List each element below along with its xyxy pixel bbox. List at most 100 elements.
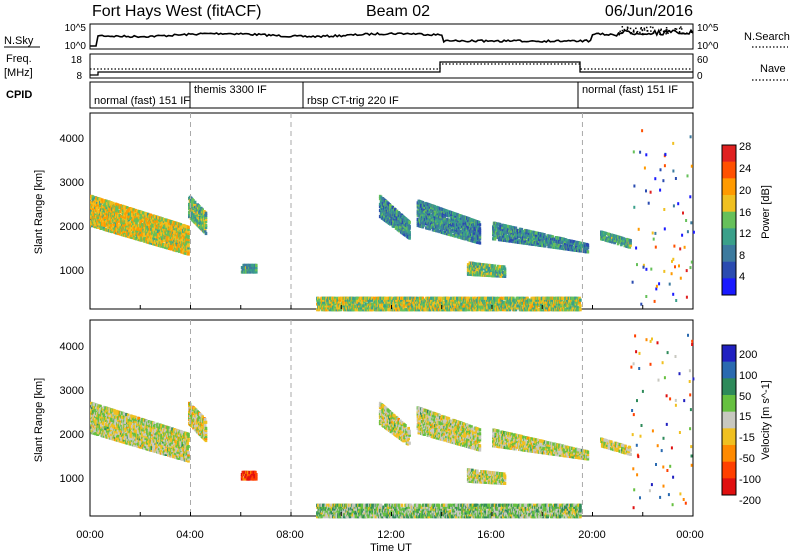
heatmap-cell — [398, 223, 401, 227]
heatmap-cell — [533, 300, 536, 304]
heatmap-cell — [470, 230, 473, 234]
nsearch-label: N.Search — [744, 31, 790, 43]
heatmap-cell — [180, 248, 183, 252]
heatmap-cell — [95, 196, 98, 200]
heatmap-cell — [455, 232, 458, 236]
heatmap-cell — [467, 308, 471, 312]
heatmap-cell — [136, 233, 140, 237]
nsearch-point — [668, 29, 671, 32]
heatmap-cell — [110, 205, 113, 209]
heatmap-cell — [157, 231, 160, 235]
heatmap-cell — [351, 302, 354, 306]
heatmap-cell — [114, 220, 117, 224]
heatmap-cell — [104, 215, 107, 219]
heatmap-cell — [473, 268, 477, 272]
heatmap-cell — [168, 223, 172, 227]
heatmap-cell — [121, 231, 125, 235]
nsearch-point — [660, 29, 662, 32]
heatmap-cell — [471, 220, 474, 224]
heatmap-cell — [415, 296, 419, 300]
heatmap-cell — [435, 223, 439, 227]
heatmap-cell — [444, 219, 447, 223]
heatmap-cell — [518, 227, 522, 231]
heatmap-cell — [389, 298, 392, 302]
heatmap-cell — [127, 212, 131, 216]
heatmap-cell — [140, 232, 143, 236]
heatmap-cell — [100, 226, 103, 230]
heatmap-cell — [579, 249, 583, 253]
heatmap-cell — [557, 298, 560, 302]
heatmap-cell — [575, 242, 579, 247]
heatmap-cell — [452, 220, 456, 224]
heatmap-cell — [117, 227, 121, 232]
heatmap-cell — [474, 296, 477, 300]
heatmap-cell — [523, 239, 527, 243]
heatmap-cell — [94, 225, 97, 229]
heatmap-cell — [554, 239, 557, 243]
heatmap-cell — [460, 234, 463, 238]
heatmap-cell — [470, 224, 473, 228]
heatmap-cell — [114, 224, 117, 229]
heatmap-cell — [570, 244, 574, 248]
heatmap-cell — [162, 217, 166, 222]
nsearch-point — [690, 31, 693, 34]
heatmap-cell — [349, 306, 353, 310]
heatmap-cell — [187, 238, 190, 242]
heatmap-cell — [608, 233, 611, 237]
heatmap-cell — [376, 306, 379, 310]
heatmap-cell — [454, 234, 457, 238]
heatmap-cell — [498, 298, 502, 302]
heatmap-cell — [472, 235, 476, 239]
heatmap-cell — [117, 223, 121, 228]
heatmap-cell — [355, 308, 359, 312]
heatmap-cell — [456, 225, 459, 229]
heatmap-cell — [112, 214, 116, 218]
heatmap-cell — [507, 296, 511, 300]
heatmap-cell — [157, 218, 161, 222]
heatmap-cell — [92, 211, 96, 215]
heatmap-cell — [99, 204, 102, 208]
heatmap-cell — [600, 233, 604, 237]
heatmap-cell — [506, 302, 509, 306]
nave-trace — [90, 63, 693, 70]
heatmap-cell — [157, 241, 160, 245]
heatmap-cell — [394, 222, 398, 226]
heatmap-cell — [193, 212, 196, 216]
heatmap-cell — [175, 227, 178, 231]
heatmap-cell — [337, 308, 341, 312]
heatmap-cell — [462, 231, 466, 235]
heatmap-cell — [175, 249, 178, 253]
heatmap-cell — [623, 244, 627, 248]
heatmap-cell — [498, 226, 502, 230]
heatmap-cell — [398, 229, 401, 233]
heatmap-cell — [408, 224, 411, 228]
heatmap-cell — [510, 237, 513, 241]
heatmap-cell — [177, 249, 181, 253]
heatmap-cell — [399, 302, 403, 306]
heatmap-cell — [509, 302, 513, 306]
heatmap-cell — [100, 214, 103, 218]
heatmap-cell — [437, 220, 441, 224]
heatmap-cell — [420, 298, 423, 302]
heatmap-cell — [441, 212, 445, 216]
heatmap-cell — [371, 306, 374, 310]
heatmap-cell — [564, 241, 567, 245]
heatmap-cell — [173, 227, 177, 231]
heatmap-cell — [141, 222, 144, 227]
heatmap-cell — [100, 220, 104, 225]
freq-label: Freq. — [6, 53, 32, 65]
heatmap-cell — [118, 214, 122, 218]
heatmap-cell — [499, 225, 503, 229]
heatmap-cell — [481, 302, 484, 306]
heatmap-cell — [129, 217, 132, 221]
heatmap-cell — [586, 245, 590, 250]
heatmap-cell — [379, 302, 383, 306]
heatmap-cell — [110, 225, 114, 230]
heatmap-cell — [559, 240, 562, 244]
heatmap-cell — [392, 304, 395, 308]
heatmap-cell — [339, 308, 343, 312]
heatmap-cell — [250, 266, 254, 270]
heatmap-cell — [126, 220, 129, 224]
heatmap-cell — [116, 209, 119, 213]
heatmap-cell — [134, 218, 137, 223]
